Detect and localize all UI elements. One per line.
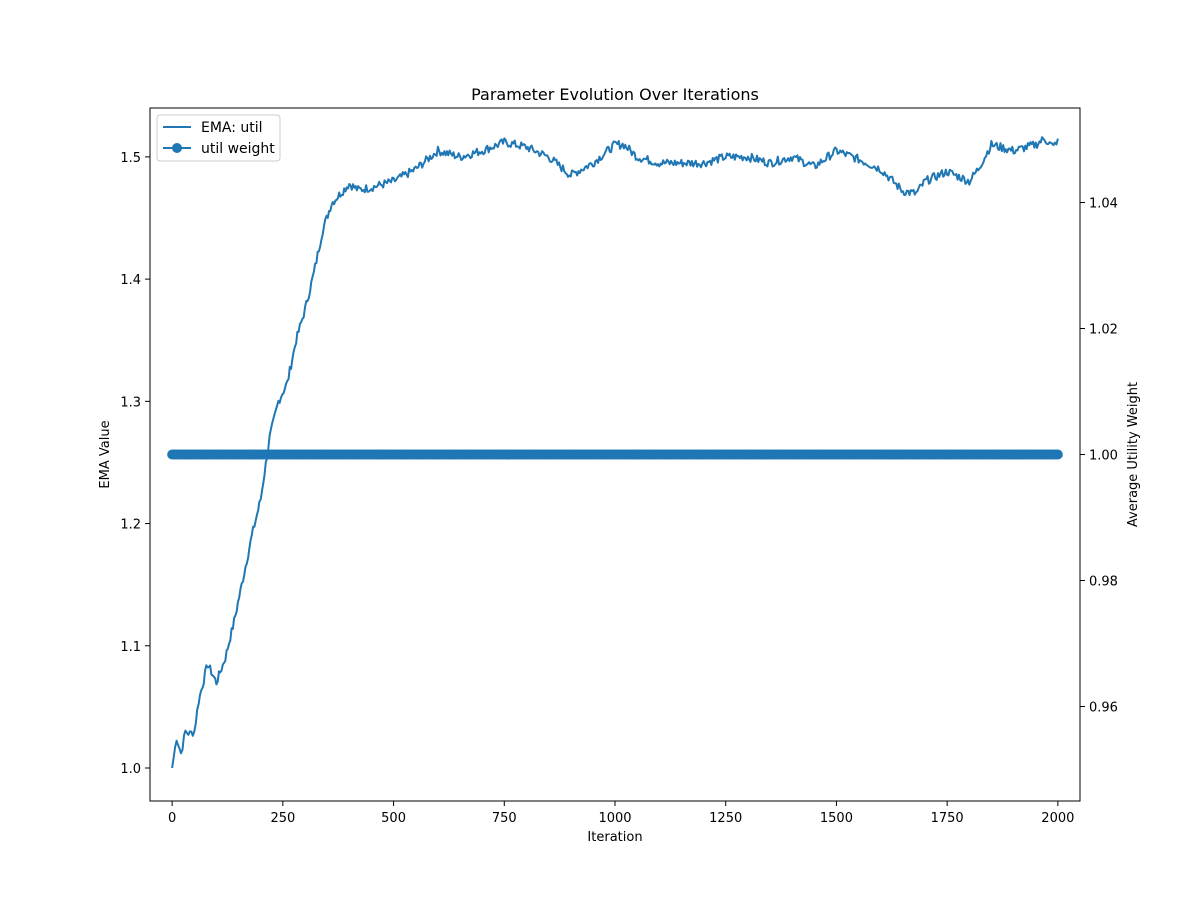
left-y-axis-title: EMA Value — [98, 420, 113, 488]
right-y-tick-label: 1.00 — [1089, 449, 1118, 464]
plot-area — [167, 136, 1063, 769]
x-tick-label: 500 — [381, 811, 406, 826]
left-y-tick-label: 1.0 — [120, 762, 141, 777]
right-y-axis-title: Average Utility Weight — [1126, 382, 1141, 527]
left-y-tick-label: 1.1 — [120, 640, 141, 655]
right-y-tick-label: 1.04 — [1089, 197, 1118, 212]
weight-series-markers — [167, 449, 1063, 460]
x-tick-label: 1500 — [820, 811, 853, 826]
x-tick-label: 1000 — [598, 811, 631, 826]
legend: EMA: util util weight — [156, 114, 281, 162]
x-tick-label: 0 — [168, 811, 176, 826]
legend-marker-weight — [172, 143, 182, 153]
x-axis-title: Iteration — [587, 830, 642, 845]
left-y-tick-label: 1.2 — [120, 518, 141, 533]
right-y-tick-label: 1.02 — [1089, 323, 1118, 338]
x-tick-label: 250 — [270, 811, 295, 826]
left-y-tick-label: 1.5 — [120, 151, 141, 166]
right-y-tick-label: 0.98 — [1089, 575, 1118, 590]
ema-series-line — [171, 136, 1059, 769]
x-axis: 0 250 500 750 1000 1250 1500 1750 2000 — [168, 801, 1074, 826]
right-y-tick-label: 0.96 — [1089, 701, 1118, 716]
chart-title: Parameter Evolution Over Iterations — [471, 85, 759, 104]
x-tick-label: 750 — [492, 811, 517, 826]
x-tick-label: 1750 — [931, 811, 964, 826]
x-tick-label: 2000 — [1041, 811, 1074, 826]
left-y-axis: 1.0 1.1 1.2 1.3 1.4 1.5 — [120, 151, 150, 777]
right-y-axis: 0.96 0.98 1.00 1.02 1.04 — [1080, 197, 1118, 716]
weight-point — [1052, 449, 1063, 460]
x-tick-label: 1250 — [709, 811, 742, 826]
legend-label-weight: util weight — [201, 141, 275, 157]
legend-label-ema: EMA: util — [201, 120, 263, 136]
left-y-tick-label: 1.3 — [120, 395, 141, 410]
left-y-tick-label: 1.4 — [120, 273, 141, 288]
